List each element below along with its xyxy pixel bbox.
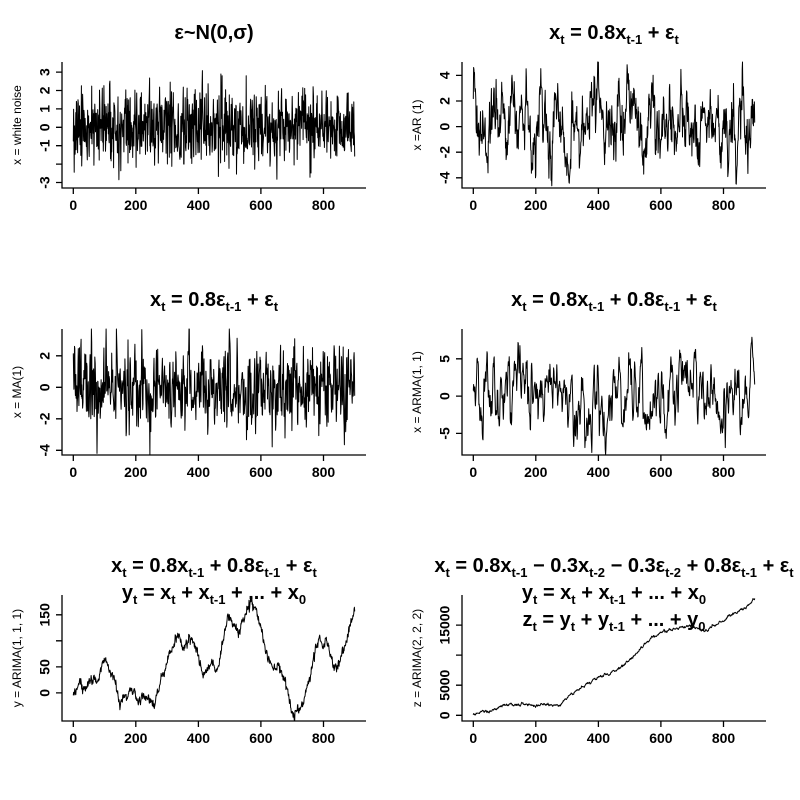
y-tick-label: -4 <box>437 171 453 184</box>
series-path-white-noise <box>72 70 356 181</box>
y-axis-label-arima-1-1-1: y = ARIMA(1, 1, 1) <box>10 609 24 708</box>
plot-canvas-ma1: 0 200 400 600 800 -4 -2 0 2 <box>37 328 366 480</box>
y-tick-label: -2 <box>437 146 453 159</box>
y-tick-label: 2 <box>437 97 453 105</box>
y-tick-label: -3 <box>37 176 53 189</box>
x-tick-label: 600 <box>249 730 273 746</box>
y-tick-label: -1 <box>37 139 53 152</box>
tick-marks <box>56 71 325 194</box>
series-path-arma-1-1 <box>472 336 756 456</box>
axis-frame <box>461 595 766 722</box>
subplot-arima-2-2-2: 0 200 400 600 800 0 5000 15000 xt = 0.8xt-1 − 0… <box>400 533 800 800</box>
plot-canvas-ar1: 0 200 400 600 800 -4 -2 0 2 4 <box>437 61 766 213</box>
series-path-arima-2-2-2 <box>472 598 756 716</box>
x-tick-label: 0 <box>469 730 477 746</box>
y-axis-label-arima-2-2-2: z = ARIMA(2, 2, 2) <box>410 609 424 708</box>
axis-frame <box>461 328 766 456</box>
y-tick-label: 0 <box>37 689 53 697</box>
tick-marks <box>456 74 725 194</box>
series-path-arima-1-1-1 <box>72 597 356 722</box>
tick-marks <box>456 624 725 728</box>
y-tick-label: 0 <box>437 392 453 400</box>
axis-frame <box>61 61 366 189</box>
y-tick-label: -2 <box>37 412 53 425</box>
x-tick-label: 800 <box>312 464 336 480</box>
axis-frame <box>61 328 366 456</box>
y-tick-label: 4 <box>437 71 453 79</box>
x-tick-label: 0 <box>469 464 477 480</box>
axis-frame <box>461 61 766 189</box>
y-axis-label-arma-1-1: x = ARMA(1, 1) <box>410 350 424 433</box>
y-tick-label: 1 <box>37 105 53 113</box>
x-tick-label: 800 <box>312 197 336 213</box>
x-tick-label: 0 <box>69 464 77 480</box>
plot-canvas-arima-2-2-2: 0 200 400 600 800 0 5000 15000 <box>437 595 766 746</box>
x-tick-label: 200 <box>124 197 148 213</box>
y-tick-label: 3 <box>37 68 53 76</box>
x-tick-label: 0 <box>469 197 477 213</box>
tick-marks <box>56 614 325 728</box>
subplot-ma1: 0 200 400 600 800 -4 -2 0 2 xt = 0.8εt-1 + εt x … <box>0 267 400 534</box>
x-tick-label: 800 <box>712 730 736 746</box>
x-tick-label: 800 <box>312 730 336 746</box>
x-tick-label: 600 <box>249 197 273 213</box>
x-tick-label: 200 <box>124 464 148 480</box>
subplot-white-noise: 0 200 400 600 800 -3 -1 0 1 2 3 ε~N(0,σ) x = white… <box>0 0 400 267</box>
x-tick-label: 600 <box>249 464 273 480</box>
subplot-arima-1-1-1: 0 200 400 600 800 0 50 150 xt = 0.8xt-1 + 0.8εt… <box>0 533 400 800</box>
x-tick-label: 600 <box>649 197 673 213</box>
x-tick-label: 200 <box>524 197 548 213</box>
tick-marks <box>456 357 725 461</box>
y-axis-label-white-noise: x = white noise <box>10 85 24 165</box>
subplot-arma-1-1: 0 200 400 600 800 -5 0 5 xt = 0.8xt-1 + 0.8εt-1… <box>400 267 800 534</box>
x-tick-label: 400 <box>587 730 611 746</box>
plot-canvas-arima-1-1-1: 0 200 400 600 800 0 50 150 <box>37 595 366 746</box>
y-tick-label: 50 <box>37 659 53 675</box>
axis-frame <box>61 595 366 722</box>
x-tick-label: 400 <box>187 464 211 480</box>
y-axis-label-ma1: x = MA(1) <box>10 365 24 418</box>
series-path-ma1 <box>72 328 356 456</box>
x-tick-label: 400 <box>587 197 611 213</box>
plot-canvas-arma-1-1: 0 200 400 600 800 -5 0 5 <box>437 328 766 480</box>
y-tick-label: 0 <box>37 383 53 391</box>
y-tick-label: 5000 <box>437 670 453 701</box>
x-tick-label: 0 <box>69 730 77 746</box>
y-tick-label: -5 <box>437 427 453 440</box>
tick-marks <box>56 354 325 461</box>
x-tick-label: 400 <box>187 197 211 213</box>
y-tick-label: 15000 <box>437 606 453 645</box>
y-tick-label: 5 <box>437 354 453 362</box>
y-axis-label-ar1: x =AR (1) <box>410 99 424 151</box>
x-tick-label: 200 <box>124 730 148 746</box>
series-path-ar1 <box>472 61 756 187</box>
y-tick-label: 0 <box>437 711 453 719</box>
y-tick-label: 2 <box>37 86 53 94</box>
x-tick-label: 600 <box>649 464 673 480</box>
x-tick-label: 0 <box>69 197 77 213</box>
x-tick-label: 200 <box>524 464 548 480</box>
x-tick-label: 400 <box>587 464 611 480</box>
y-tick-label: 2 <box>37 351 53 359</box>
x-tick-label: 400 <box>187 730 211 746</box>
x-tick-label: 800 <box>712 197 736 213</box>
x-tick-label: 800 <box>712 464 736 480</box>
y-tick-label: 0 <box>437 122 453 130</box>
y-tick-label: 0 <box>37 123 53 131</box>
plot-canvas-white-noise: 0 200 400 600 800 -3 -1 0 1 2 3 <box>37 61 366 213</box>
x-tick-label: 200 <box>524 730 548 746</box>
x-tick-label: 600 <box>649 730 673 746</box>
y-tick-label: 150 <box>37 603 53 627</box>
subplot-ar1: 0 200 400 600 800 -4 -2 0 2 4 xt = 0.8xt-1 + εt x… <box>400 0 800 267</box>
y-tick-label: -4 <box>37 444 53 457</box>
